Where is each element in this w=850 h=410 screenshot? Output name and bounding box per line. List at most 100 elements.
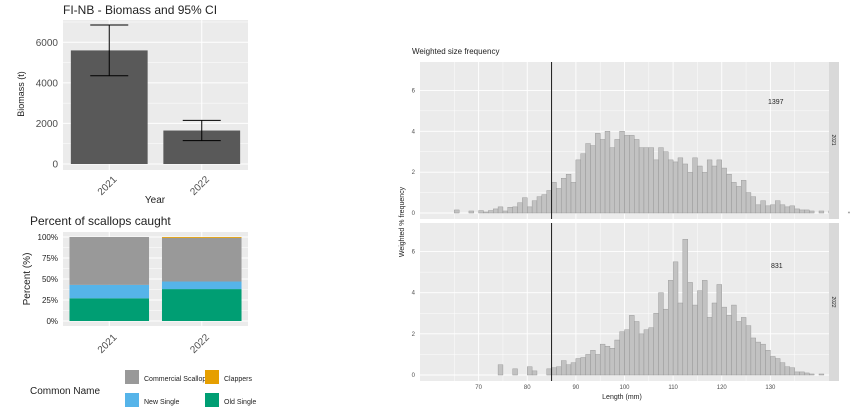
- hist-ytick-2021-6: 6: [412, 88, 416, 94]
- hist-bar: [580, 357, 586, 376]
- biomass-ytick-0: 0: [52, 160, 58, 171]
- hist-bar: [706, 317, 713, 376]
- hist-bar: [634, 321, 640, 376]
- hist-bar: [755, 341, 761, 376]
- hist-xtick-90: 90: [573, 385, 580, 391]
- hist-bar: [497, 206, 504, 214]
- hist-bar: [799, 209, 805, 214]
- hist-bar: [750, 337, 756, 376]
- hist-xticks: 70 80 90 100 110 120 130: [475, 385, 776, 391]
- hist-bar: [541, 194, 547, 214]
- hist-bar: [531, 200, 538, 214]
- hist-bar: [692, 157, 698, 214]
- hist-bar: [512, 206, 518, 214]
- hist-bar: [809, 210, 815, 214]
- hist-bar: [502, 210, 509, 214]
- biomass-ytick-2000: 2000: [36, 119, 59, 130]
- hist-bar: [702, 280, 708, 376]
- percent-bar-segment: [69, 284, 150, 299]
- biomass-error-bars: [90, 24, 221, 142]
- hist-bar: [575, 159, 581, 214]
- hist-bar: [682, 163, 688, 214]
- hist-bar: [619, 131, 625, 214]
- hist-bar: [488, 210, 494, 214]
- hist-ytick-2022-6: 6: [412, 250, 416, 256]
- hist-bar: [648, 327, 654, 376]
- hist-bar: [551, 367, 557, 376]
- hist-strip-2021: [829, 62, 839, 219]
- hist-title: Weighted size frequency: [412, 47, 499, 56]
- hist-bar: [561, 178, 567, 214]
- hist-bar: [726, 315, 732, 376]
- hist-xtick-80: 80: [524, 385, 531, 391]
- biomass-xlabel: Year: [145, 195, 166, 206]
- hist-bar: [716, 159, 722, 214]
- hist-bar: [775, 358, 781, 376]
- hist-bar: [599, 139, 606, 214]
- biomass-xtick-2021: 2021: [96, 174, 120, 198]
- hist-bar: [546, 368, 552, 376]
- hist-bar: [629, 315, 635, 376]
- hist-bar: [789, 205, 795, 214]
- hist-bar: [551, 182, 557, 214]
- hist-bars-2022: [497, 239, 825, 376]
- hist-bar: [658, 292, 664, 376]
- hist-bar: [638, 333, 645, 376]
- hist-bar: [517, 202, 523, 214]
- hist-ytick-2021-2: 2: [412, 170, 416, 176]
- hist-count-2021: 1397: [768, 99, 784, 106]
- hist-bar: [648, 147, 654, 214]
- hist-bar: [536, 196, 543, 214]
- hist-bar: [595, 133, 601, 214]
- hist-bar: [672, 261, 679, 376]
- hist-bar: [643, 329, 650, 376]
- hist-ytick-2022-2: 2: [412, 332, 416, 338]
- biomass-ytick-6000: 6000: [36, 38, 59, 49]
- hist-bar: [731, 304, 737, 376]
- hist-bar: [847, 211, 850, 214]
- hist-bar: [697, 165, 703, 214]
- hist-bar: [507, 207, 513, 214]
- percent-ytick-100: 100%: [38, 233, 58, 242]
- hist-bar: [818, 210, 825, 214]
- hist-bar: [570, 182, 577, 214]
- percent-ytick-75: 75%: [42, 254, 58, 263]
- hist-bar: [736, 186, 742, 214]
- hist-bar: [702, 171, 708, 214]
- hist-bar: [653, 159, 659, 214]
- hist-bar: [634, 139, 640, 214]
- hist-bar: [804, 209, 810, 214]
- hist-bar: [580, 153, 586, 214]
- percent-ytick-50: 50%: [42, 275, 58, 284]
- hist-bar: [672, 161, 679, 214]
- hist-bar: [721, 306, 727, 376]
- hist-bar: [663, 151, 669, 214]
- hist-bar: [706, 159, 713, 214]
- hist-bar: [750, 196, 756, 214]
- hist-xlabel: Length (mm): [602, 394, 642, 401]
- legend-key-commercial-scallop: [125, 370, 139, 384]
- hist-bar: [512, 368, 518, 376]
- hist-bar: [653, 313, 659, 376]
- biomass-ylabel: Biomass (t): [16, 71, 26, 117]
- hist-xtick-130: 130: [765, 385, 776, 391]
- hist-bar: [755, 204, 761, 214]
- biomass-xtick-2022: 2022: [188, 174, 212, 198]
- hist-bar: [731, 182, 737, 214]
- hist-bar: [483, 211, 489, 214]
- hist-bar: [760, 200, 766, 214]
- hist-bar: [643, 147, 650, 214]
- hist-bar: [604, 346, 611, 376]
- hist-bar: [770, 356, 776, 376]
- hist-bar: [454, 209, 460, 214]
- percent-ylabel: Percent (%): [22, 253, 33, 306]
- hist-bar: [531, 370, 538, 376]
- legend-key-clappers: [205, 370, 219, 384]
- hist-bar: [692, 304, 698, 376]
- hist-bar: [556, 188, 562, 214]
- biomass-title: FI-NB - Biomass and 95% CI: [63, 3, 217, 17]
- hist-bar: [711, 302, 718, 376]
- legend-label-old-single: Old Single: [224, 399, 256, 406]
- hist-bar: [799, 371, 805, 376]
